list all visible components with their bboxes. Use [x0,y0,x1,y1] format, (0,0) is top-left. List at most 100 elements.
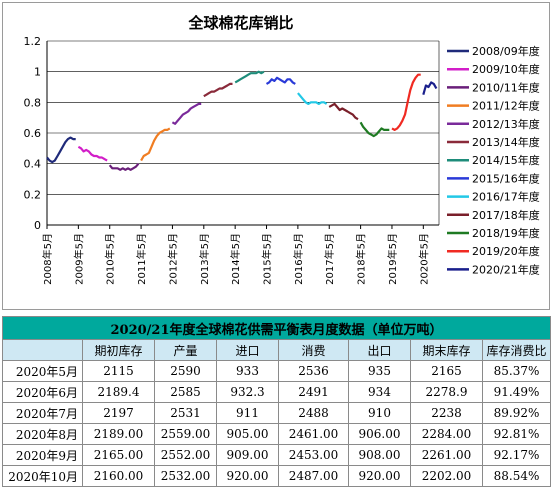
data-cell: 92.81% [481,423,552,445]
data-cell: 920.00 [348,465,411,487]
series-line-6 [234,70,265,84]
data-cell: 2202.00 [410,465,483,487]
data-cell: 2261.00 [410,444,483,466]
data-cell: 2453.00 [278,444,349,466]
data-cell: 2189.00 [82,423,155,445]
data-cell: 2115 [82,360,155,382]
row-label-cell: 2020年6月 [2,381,83,403]
table-row: 2020年10月 2160.00 2532.00 920.00 2487.00 920.0… [2,465,552,487]
legend: 2008/09年度 2009/10年度 2010/11年度 2011/12年度 2012… [447,44,540,276]
row-label-cell: 2020年9月 [2,444,83,466]
y-tick-label: 0.8 [24,96,42,109]
data-cell: 911 [216,402,279,424]
data-cell: 934 [348,381,411,403]
x-tick-label: 2016年5月 [292,233,305,285]
series-line-0 [46,136,76,164]
data-cell: 88.54% [481,465,552,487]
data-cell: 2585 [154,381,217,403]
data-cell: 2238 [410,402,483,424]
series-line-8 [297,92,328,106]
series-line-11 [391,73,421,132]
supply-demand-table-panel: 2020/21年度全球棉花供需平衡表月度数据（单位万吨） 期初库存 产量 进口 消费出… [1,316,552,487]
x-tick-label: 2017年5月 [323,233,336,285]
column-header: 产量 [154,339,217,361]
legend-label-5: 2013/14年度 [472,135,540,149]
series-line-1 [77,145,108,162]
x-tick-label: 2014年5月 [229,233,242,285]
legend-label-1: 2009/10年度 [472,62,540,76]
legend-label-3: 2011/12年度 [472,99,540,113]
data-cell: 2590 [154,360,217,382]
y-tick-label: 0.2 [24,188,42,201]
x-tick-label: 2015年5月 [261,233,274,285]
row-label-cell: 2020年7月 [2,402,83,424]
table-row: 2020年9月 2165.00 2552.00 909.00 2453.00 908.00… [2,444,552,466]
data-cell: 2197 [82,402,155,424]
y-tick-label: 0.4 [24,158,42,171]
data-cell: 2189.4 [82,381,155,403]
column-header: 期初库存 [82,339,155,361]
data-cell: 935 [348,360,411,382]
x-tick-label: 2011年5月 [135,233,148,285]
data-cell: 2284.00 [410,423,483,445]
data-cell: 2165 [410,360,483,382]
chart-panel: 全球棉花库销比 0 0.2 0.4 0.6 0.8 1 1.2 2008年5月 2009年5月 2… [2,2,550,310]
x-tick-label: 2020年5月 [417,233,430,285]
x-tick-label: 2012年5月 [166,233,179,285]
x-tick-label: 2018年5月 [355,233,368,285]
data-cell: 906.00 [348,423,411,445]
table-header-row: 期初库存 产量 进口 消费 出口 期末库存 库存消费比 [2,339,552,361]
series-line-3 [140,127,171,162]
table-row: 2020年6月 2189.4 2585 932.3 2491 934 2278.9 91.49… [2,381,552,403]
column-header: 出口 [348,339,411,361]
data-cell: 91.49% [481,381,552,403]
data-cell: 2491 [278,381,349,403]
y-tick-label: 0.6 [24,127,42,140]
data-cell: 2461.00 [278,423,349,445]
series-line-10 [359,121,390,138]
cotton-stock-use-ratio-chart: 全球棉花库销比 0 0.2 0.4 0.6 0.8 1 1.2 2008年5月 2009年5月 2… [24,14,540,285]
data-cell: 2165.00 [82,444,155,466]
x-tick-label: 2019年5月 [386,233,399,285]
data-cell: 2559.00 [154,423,217,445]
legend-label-10: 2018/19年度 [472,226,540,240]
chart-title: 全球棉花库销比 [187,14,293,32]
data-cell: 910 [348,402,411,424]
data-cell: 920.00 [216,465,279,487]
table-title: 2020/21年度全球棉花供需平衡表月度数据（单位万吨） [1,316,552,340]
data-cell: 2488 [278,402,349,424]
series-line-2 [108,162,140,171]
y-tick-label: 1.2 [24,35,42,48]
data-cell: 908.00 [348,444,411,466]
x-tick-label: 2009年5月 [72,233,85,285]
legend-label-9: 2017/18年度 [472,208,540,222]
column-header: 进口 [216,339,279,361]
series-line-12 [422,81,438,95]
row-label-cell: 2020年5月 [2,360,83,382]
legend-label-11: 2019/20年度 [472,244,540,258]
legend-label-0: 2008/09年度 [472,44,540,58]
data-cell: 2278.9 [410,381,483,403]
legend-label-8: 2016/17年度 [472,190,540,204]
legend-label-6: 2014/15年度 [472,153,540,167]
table-row: 2020年7月 2197 2531 911 2488 910 2238 89.92% [2,402,552,424]
data-cell: 2532.00 [154,465,217,487]
row-label-cell: 2020年10月 [2,465,83,487]
legend-label-7: 2015/16年度 [472,171,540,185]
x-tick-label: 2013年5月 [198,233,211,285]
data-cell: 905.00 [216,423,279,445]
data-cell: 909.00 [216,444,279,466]
legend-label-2: 2010/11年度 [472,80,540,94]
column-header: 消费 [278,339,349,361]
data-cell: 2487.00 [278,465,349,487]
series-line-7 [265,76,296,85]
data-cell: 85.37% [481,360,552,382]
column-header: 库存消费比 [481,339,552,361]
column-header [2,339,83,361]
data-cell: 2552.00 [154,444,217,466]
data-cell: 932.3 [216,381,279,403]
y-tick-label: 0 [34,219,41,232]
series-line-5 [203,82,233,98]
row-label-cell: 2020年8月 [2,423,83,445]
gridlines [47,40,439,226]
